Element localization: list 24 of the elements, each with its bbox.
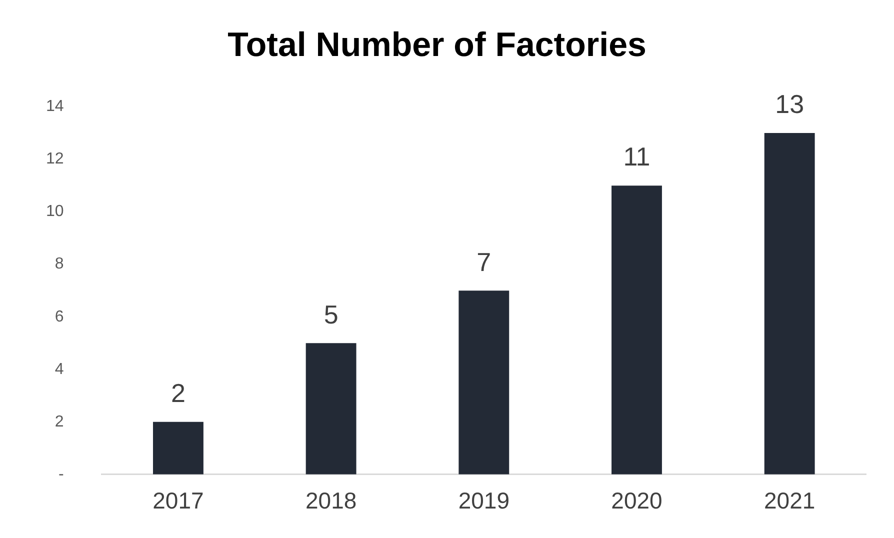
bar xyxy=(306,343,356,474)
y-tick-label: 2 xyxy=(54,413,64,430)
bar xyxy=(153,422,204,474)
data-label: 7 xyxy=(476,246,492,277)
y-tick-label: - xyxy=(58,466,64,483)
bar xyxy=(458,290,510,474)
x-tick-label: 2019 xyxy=(458,488,510,514)
data-label: 11 xyxy=(623,142,650,172)
y-tick-label: 4 xyxy=(54,360,64,378)
x-tick-label: 2020 xyxy=(611,488,662,514)
data-label: 13 xyxy=(775,89,804,120)
data-label: 2 xyxy=(170,378,186,408)
data-label: 5 xyxy=(324,299,338,330)
y-tick-label: 10 xyxy=(46,203,64,220)
bar xyxy=(612,186,662,474)
y-tick-label: 14 xyxy=(46,98,64,116)
y-tick-label: 6 xyxy=(54,308,64,326)
x-tick-label: 2017 xyxy=(152,488,204,514)
bar xyxy=(764,133,815,474)
x-tick-label: 2018 xyxy=(305,488,357,514)
y-tick-label: 8 xyxy=(54,256,64,273)
y-tick-label: 12 xyxy=(46,150,64,168)
chart-title: Total Number of Factories xyxy=(228,26,646,64)
x-tick-label: 2021 xyxy=(764,488,816,514)
